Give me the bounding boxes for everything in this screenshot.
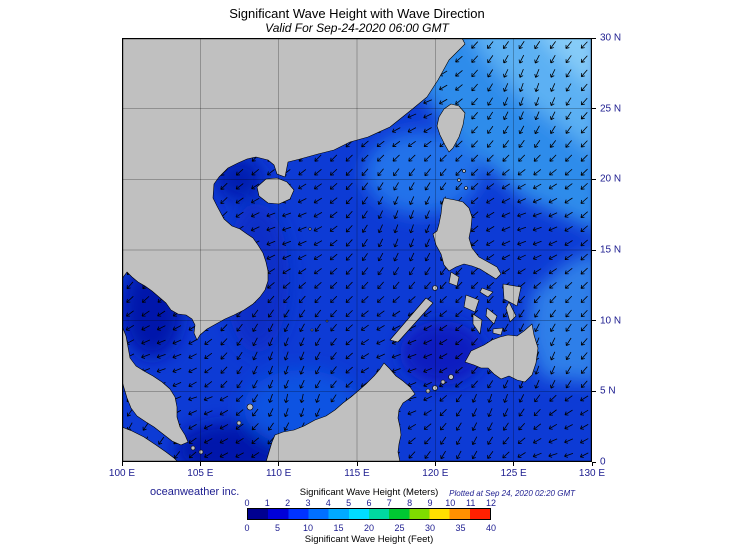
y-axis-tick [592,249,596,251]
colorbar-feet-title: Significant Wave Height (Feet) [304,534,434,545]
x-axis-tick [121,462,123,466]
y-axis-label: 20 N [600,173,622,185]
island-luzon [432,197,502,280]
y-axis-tick [592,178,596,180]
valid-time-subtitle: Valid For Sep-24-2020 06:00 GMT [265,21,449,35]
feet-tick-label: 0 [244,523,250,533]
island-mindoro [448,271,460,287]
wave-map-svg [122,38,592,462]
y-axis-tick [592,37,596,39]
y-axis-label: 5 N [600,385,616,397]
y-axis-tick [592,461,596,463]
colorbar-feet-ticks: 0 5 10 15 20 25 30 35 40 [244,523,496,533]
y-axis-label: 10 N [600,315,622,327]
x-axis-tick [199,462,201,466]
island-taiwan [436,103,466,153]
island-cebu [485,307,498,325]
meters-tick-label: 6 [366,498,372,508]
map-area [122,38,592,462]
plotted-at-text: Plotted at Sep 24, 2020 02:20 GMT [449,489,575,498]
meters-tick-label: 12 [485,498,497,508]
x-axis-tick [513,462,515,466]
x-axis-label: 125 E [500,468,527,479]
x-axis-label: 130 E [578,468,606,479]
y-axis-label: 25 N [600,103,622,115]
y-axis-label: 30 N [600,32,622,44]
landmasses [122,38,539,462]
island-palawan [389,297,434,343]
meters-tick-label: 10 [445,498,456,508]
y-axis-tick [592,108,596,110]
meters-tick-label: 2 [285,498,291,508]
feet-tick-label: 40 [485,523,497,533]
colorbar-gradient [247,508,491,520]
meters-tick-label: 8 [407,498,413,508]
land-malay-peninsula [122,325,189,446]
island-samar [502,283,522,307]
island-sumatra [122,426,179,462]
x-axis-tick [434,462,436,466]
feet-tick-label: 25 [394,523,405,533]
feet-tick-label: 10 [302,523,314,533]
island-bohol [492,327,504,336]
branding-text: oceanweather inc. [150,486,240,498]
x-axis-tick [278,462,280,466]
island-panay [463,294,480,313]
y-axis-label: 15 N [600,244,622,256]
meters-tick-label: 9 [427,498,433,508]
x-axis-label: 120 E [422,468,449,479]
colorbar-meters-ticks: 0 1 2 3 4 5 6 7 8 9 10 11 12 [244,498,496,508]
x-axis-label: 100 E [108,468,136,479]
colorbar-meters-title: Significant Wave Height (Meters) [299,487,439,498]
meters-tick-label: 5 [346,498,352,508]
feet-tick-label: 30 [424,523,436,533]
latlon-grid [122,38,592,462]
island-masbate [479,287,494,298]
meters-tick-label: 11 [466,498,476,508]
feet-tick-label: 20 [363,523,375,533]
x-axis-tick [591,462,593,466]
x-axis-label: 110 E [265,468,292,479]
meters-tick-label: 3 [305,498,311,508]
feet-tick-label: 5 [274,523,281,533]
x-axis-label: 105 E [187,468,214,479]
island-hainan [256,177,295,205]
x-axis-label: 115 E [344,468,370,479]
y-axis-tick [592,390,596,392]
feet-tick-label: 15 [333,523,344,533]
island-mindanao [464,323,539,383]
meters-tick-label: 7 [386,498,392,508]
y-axis-tick [592,320,596,322]
x-axis-tick [356,462,358,466]
y-axis-label: 0 [600,456,606,468]
island-borneo [265,362,416,462]
meters-tick-label: 1 [264,498,270,508]
land-asia-mainland [122,38,466,341]
feet-tick-label: 35 [455,523,466,533]
meters-tick-label: 4 [325,498,331,508]
meters-tick-label: 0 [244,498,250,508]
map-frame [122,38,592,462]
page-title: Significant Wave Height with Wave Direct… [229,6,485,21]
